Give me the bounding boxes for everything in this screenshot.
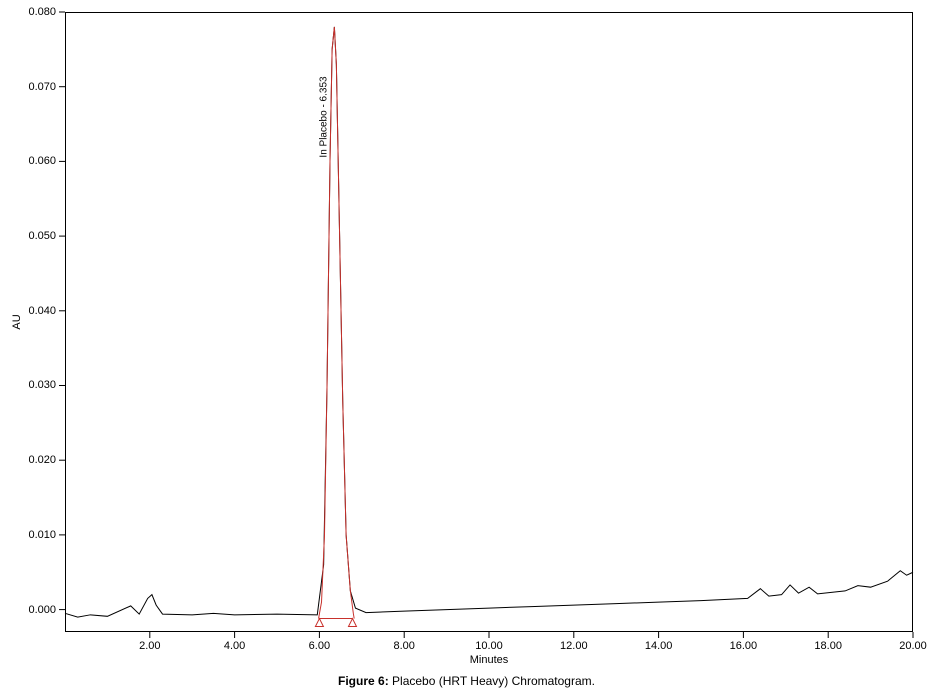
- xtick-label: 2.00: [139, 640, 160, 652]
- ytick-label: 0.030: [28, 379, 56, 391]
- xtick-label: 16.00: [730, 640, 758, 652]
- ytick-label: 0.070: [28, 81, 56, 93]
- xtick-label: 18.00: [814, 640, 842, 652]
- plot-svg: [0, 0, 933, 699]
- ytick-label: 0.060: [28, 155, 56, 167]
- figure-caption: Figure 6: Placebo (HRT Heavy) Chromatogr…: [338, 674, 595, 688]
- y-axis-label: AU: [11, 314, 23, 329]
- x-axis-label: Minutes: [470, 654, 509, 666]
- caption-rest: Placebo (HRT Heavy) Chromatogram.: [389, 674, 595, 688]
- ytick-label: 0.050: [28, 230, 56, 242]
- xtick-label: 8.00: [393, 640, 414, 652]
- xtick-label: 10.00: [475, 640, 503, 652]
- xtick-label: 4.00: [224, 640, 245, 652]
- caption-strong: Figure 6:: [338, 674, 389, 688]
- xtick-label: 12.00: [560, 640, 588, 652]
- ytick-label: 0.080: [28, 6, 56, 18]
- chromatogram-figure: Figure 6: Placebo (HRT Heavy) Chromatogr…: [0, 0, 933, 699]
- ytick-label: 0.040: [28, 305, 56, 317]
- xtick-label: 20.00: [899, 640, 927, 652]
- peak-label: In Placebo - 6.353: [318, 76, 329, 157]
- ytick-label: 0.010: [28, 529, 56, 541]
- xtick-label: 14.00: [645, 640, 673, 652]
- xtick-label: 6.00: [309, 640, 330, 652]
- ytick-label: 0.000: [28, 604, 56, 616]
- ytick-label: 0.020: [28, 454, 56, 466]
